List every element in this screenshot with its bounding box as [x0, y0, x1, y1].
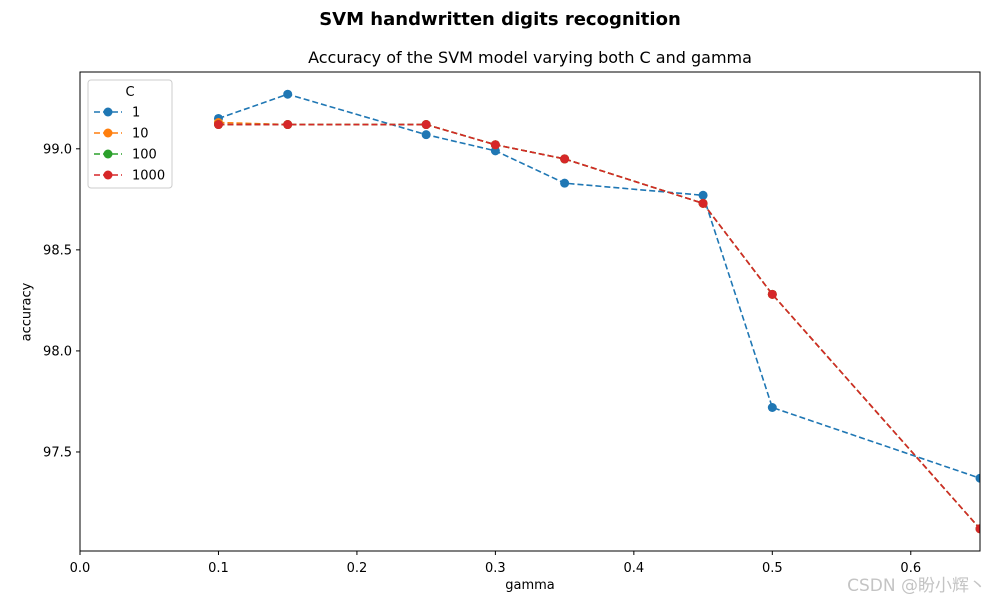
x-axis-label: gamma: [505, 578, 555, 593]
x-tick-label: 0.6: [900, 561, 921, 576]
y-tick-label: 98.0: [43, 344, 72, 359]
data-point: [698, 198, 708, 208]
data-point: [213, 120, 223, 130]
series-1: [213, 89, 980, 483]
data-point: [767, 403, 777, 413]
legend-title: C: [125, 85, 134, 100]
watermark-text: CSDN @盼小辉丶: [847, 576, 986, 596]
legend-box: [87, 79, 173, 189]
series-line-1000: [218, 123, 980, 530]
data-point: [975, 473, 980, 483]
legend-label-1: 1: [132, 106, 140, 121]
y-tick-label: 99.0: [43, 142, 72, 157]
y-axis-label: accuracy: [19, 282, 35, 342]
x-tick-label: 0.2: [347, 561, 368, 576]
legend-label-100: 100: [132, 148, 157, 163]
legend-marker-100: [103, 149, 113, 159]
series-line-1: [218, 93, 980, 479]
legend-marker-10: [103, 128, 113, 138]
legend-marker-1: [103, 107, 113, 117]
series-1000: [213, 120, 980, 534]
legend-label-1000: 1000: [132, 169, 165, 184]
series-10: [213, 118, 980, 534]
series-line-100: [218, 123, 980, 530]
data-point: [421, 130, 431, 140]
data-point: [698, 190, 708, 200]
x-tick-label: 0.3: [485, 561, 506, 576]
data-point: [421, 120, 431, 130]
data-point: [490, 140, 500, 150]
series-100: [213, 120, 980, 534]
x-tick-label: 0.5: [762, 561, 783, 576]
data-point: [767, 289, 777, 299]
data-point: [975, 524, 980, 534]
y-tick-label: 98.5: [43, 243, 72, 258]
data-point: [560, 178, 570, 188]
data-point: [283, 120, 293, 130]
x-tick-label: 0.4: [624, 561, 645, 576]
series-line-10: [218, 121, 980, 530]
figure-suptitle: SVM handwritten digits recognition: [319, 9, 681, 30]
legend-marker-1000: [103, 170, 113, 180]
legend-label-10: 10: [132, 127, 149, 142]
chart-title: Accuracy of the SVM model varying both C…: [308, 48, 752, 67]
x-tick-label: 0.1: [208, 561, 229, 576]
x-tick-label: 0.0: [70, 561, 91, 576]
plot-frame: [79, 71, 981, 552]
y-tick-label: 97.5: [43, 445, 72, 460]
data-point: [283, 89, 293, 99]
data-point: [560, 154, 570, 164]
